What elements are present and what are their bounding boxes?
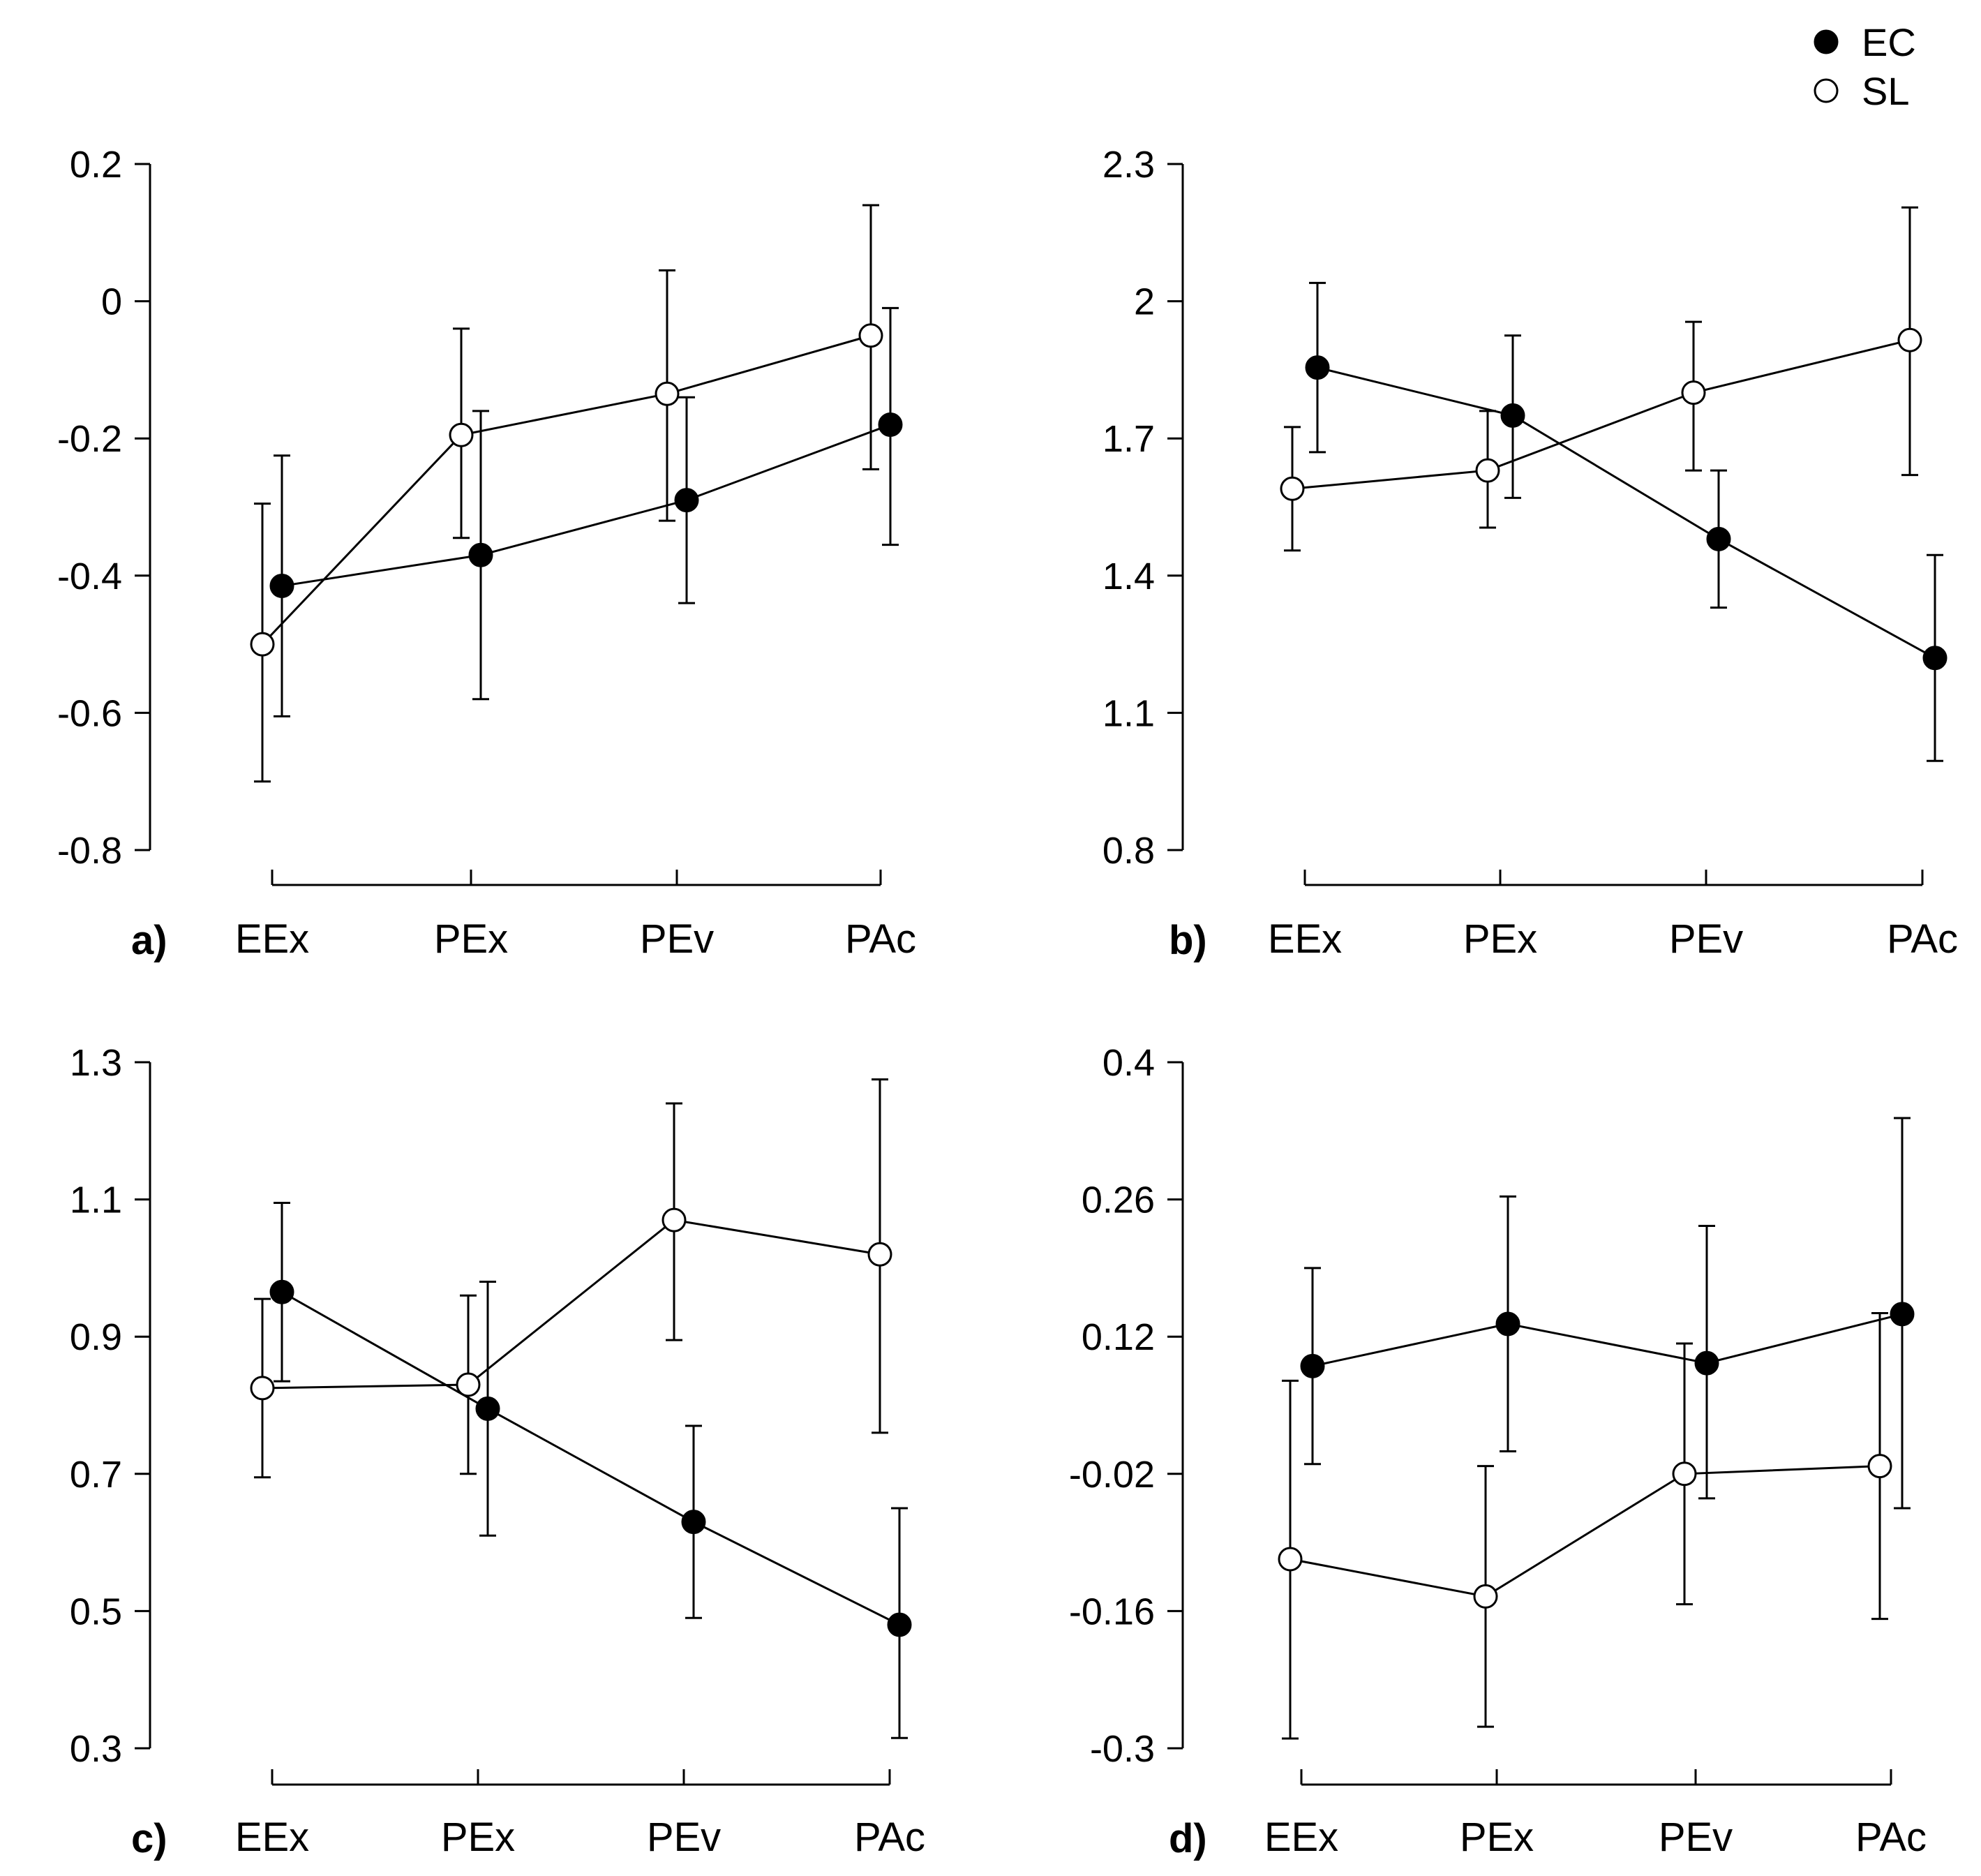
data-point-ec xyxy=(878,412,903,438)
y-tick-label: 0.9 xyxy=(70,1316,122,1358)
y-tick-label: 0.4 xyxy=(1102,1042,1155,1084)
data-point-ec xyxy=(1300,1353,1325,1378)
y-tick-label: 1.1 xyxy=(70,1179,122,1221)
x-tick-label-eex: EEx xyxy=(235,916,309,962)
series-line-ec xyxy=(281,424,891,588)
y-tick-label: 0.8 xyxy=(1102,830,1155,872)
y-tick-label: 1.7 xyxy=(1102,418,1155,460)
panel-d: -0.3 -0.16 -0.02 0.12 0.26 0.4 EEx PEx PEv PAc d) xyxy=(1069,1042,1927,1861)
panel-label: d) xyxy=(1169,1816,1207,1861)
series-line-sl xyxy=(1292,338,1911,490)
x-tick-label-pex: PEx xyxy=(441,1815,515,1860)
data-point-ec xyxy=(1495,1311,1520,1337)
data-point-ec xyxy=(1694,1350,1719,1376)
legend: EC SL xyxy=(1814,20,1916,113)
data-point-sl xyxy=(1672,1461,1697,1487)
data-point-ec xyxy=(269,1279,294,1304)
legend-marker-ec xyxy=(1814,29,1839,54)
y-tick-label: 2 xyxy=(1134,281,1155,323)
data-point-sl xyxy=(655,381,680,406)
x-tick-label-pex: PEx xyxy=(1463,916,1537,962)
data-point-ec xyxy=(1305,355,1330,380)
series-line-sl xyxy=(261,334,872,646)
data-point-sl xyxy=(250,632,275,657)
data-point-ec xyxy=(674,488,699,513)
data-point-sl xyxy=(661,1207,687,1233)
y-tick-label: 0.26 xyxy=(1082,1179,1155,1221)
y-tick-label: 1.3 xyxy=(70,1042,122,1084)
panel-label: c) xyxy=(131,1816,167,1861)
y-tick-label: 0 xyxy=(101,281,122,323)
x-tick-label-pev: PEv xyxy=(640,916,714,962)
panel-label: a) xyxy=(131,918,167,963)
y-tick-label: -0.2 xyxy=(57,418,122,460)
data-point-sl xyxy=(1475,458,1500,483)
panel-label: b) xyxy=(1169,918,1207,963)
x-tick-label-pev: PEv xyxy=(1659,1815,1733,1860)
y-tick-label: -0.3 xyxy=(1090,1728,1155,1770)
y-tick-label: 2.3 xyxy=(1102,144,1155,186)
data-point-sl xyxy=(456,1372,481,1397)
x-tick-label-pev: PEv xyxy=(647,1815,721,1860)
series-line-sl xyxy=(1289,1465,1881,1598)
data-point-sl xyxy=(1867,1454,1892,1479)
y-tick-label: 0.5 xyxy=(70,1591,122,1632)
data-point-ec xyxy=(887,1612,912,1637)
x-tick-label-pac: PAc xyxy=(1887,916,1958,962)
legend-label-ec: EC xyxy=(1862,20,1916,64)
data-point-ec xyxy=(1706,526,1731,551)
y-tick-label: -0.8 xyxy=(57,830,122,872)
x-tick-label-pac: PAc xyxy=(845,916,916,962)
data-point-ec xyxy=(1922,646,1948,671)
data-point-ec xyxy=(468,542,493,567)
y-tick-label: 1.1 xyxy=(1102,692,1155,734)
y-tick-label: -0.16 xyxy=(1069,1591,1155,1632)
y-tick-label: 0.7 xyxy=(70,1454,122,1496)
data-point-sl xyxy=(858,323,883,348)
y-tick-label: -0.4 xyxy=(57,556,122,597)
series-line-ec xyxy=(1312,1313,1903,1367)
data-point-ec xyxy=(269,574,294,599)
series-line-sl xyxy=(262,1219,881,1390)
panel-a: -0.8 -0.6 -0.4 -0.2 0 0.2 EEx PEx PEv PAc a) xyxy=(57,144,916,963)
data-point-ec xyxy=(475,1396,500,1421)
panel-c: 0.3 0.5 0.7 0.9 1.1 1.3 EEx PEx PEv PAc c) xyxy=(70,1042,925,1861)
y-tick-label: 0.2 xyxy=(70,144,122,186)
x-tick-label-pex: PEx xyxy=(1460,1815,1534,1860)
x-tick-label-eex: EEx xyxy=(1268,916,1342,962)
series-line-ec xyxy=(1317,366,1936,660)
data-point-sl xyxy=(1681,380,1706,405)
y-tick-label: -0.6 xyxy=(57,692,122,734)
y-tick-label: 0.12 xyxy=(1082,1316,1155,1358)
x-tick-label-pev: PEv xyxy=(1669,916,1743,962)
x-tick-label-eex: EEx xyxy=(235,1815,309,1860)
data-point-sl xyxy=(1897,327,1922,352)
x-tick-label-pex: PEx xyxy=(434,916,508,962)
x-tick-label-pac: PAc xyxy=(1855,1815,1927,1860)
data-point-sl xyxy=(1280,476,1305,501)
data-point-ec xyxy=(1890,1302,1915,1327)
data-point-sl xyxy=(449,422,474,447)
legend-label-sl: SL xyxy=(1862,69,1910,113)
panel-b: 0.8 1.1 1.4 1.7 2 2.3 EEx PEx PEv PAc b) xyxy=(1102,144,1958,963)
x-tick-label-pac: PAc xyxy=(854,1815,925,1860)
data-point-sl xyxy=(250,1376,275,1401)
panels: -0.8 -0.6 -0.4 -0.2 0 0.2 EEx PEx PEv PAc a) 0.8 1.1… xyxy=(57,144,1958,1861)
data-point-sl xyxy=(1278,1547,1303,1572)
x-tick-label-eex: EEx xyxy=(1264,1815,1338,1860)
y-tick-label: 1.4 xyxy=(1102,556,1155,597)
data-point-sl xyxy=(1473,1584,1498,1609)
data-point-ec xyxy=(1500,403,1525,428)
legend-marker-sl xyxy=(1814,78,1839,103)
data-point-sl xyxy=(867,1242,892,1267)
y-tick-label: -0.02 xyxy=(1069,1454,1155,1496)
y-tick-label: 0.3 xyxy=(70,1728,122,1770)
data-point-ec xyxy=(681,1510,706,1535)
series-line-ec xyxy=(281,1290,900,1626)
